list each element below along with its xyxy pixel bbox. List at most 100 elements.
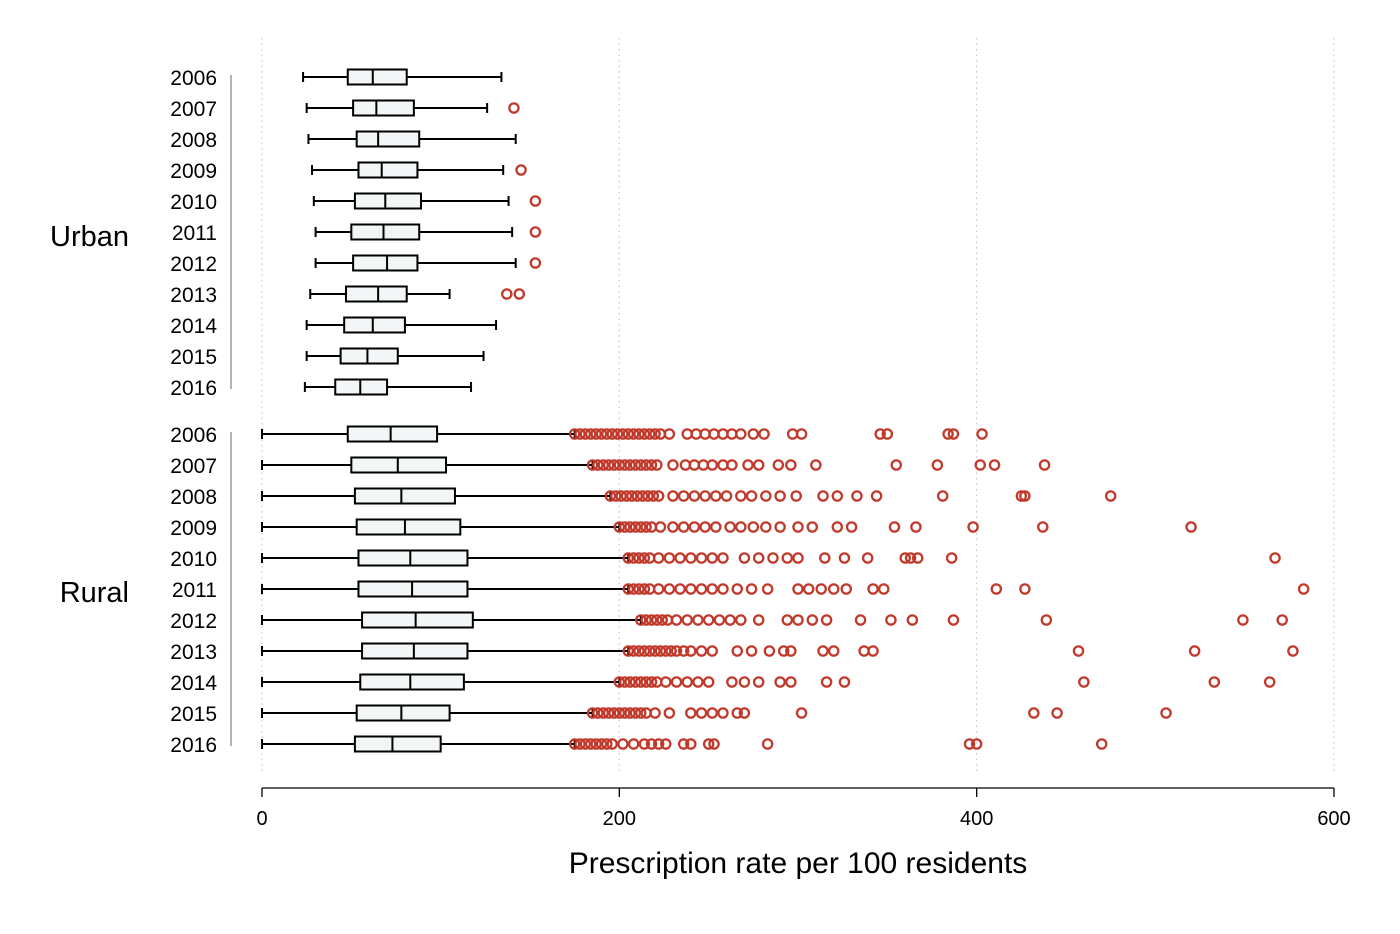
outlier-point — [713, 614, 726, 626]
outlier-point — [1028, 707, 1040, 719]
outlier-point — [595, 428, 608, 440]
outlier-point — [738, 552, 751, 564]
outlier-point — [651, 459, 663, 471]
outlier-point — [667, 459, 679, 471]
outlier-point — [735, 490, 747, 502]
outlier-point — [840, 583, 852, 595]
outlier-point — [831, 521, 844, 533]
outlier-point — [717, 552, 729, 564]
iqr-box — [357, 549, 469, 567]
outlier-point — [731, 583, 744, 595]
outlier-point — [752, 552, 765, 564]
year-label-rural-2011: 2011 — [172, 579, 217, 602]
outlier-point — [627, 428, 640, 440]
outlier-point — [685, 552, 697, 564]
iqr-box — [352, 99, 415, 117]
outlier-point — [636, 490, 649, 502]
outlier-point — [620, 490, 633, 502]
outlier-point — [624, 676, 636, 688]
outlier-point — [660, 738, 672, 750]
outlier-point — [815, 583, 827, 595]
outlier-point — [613, 707, 626, 719]
iqr-box — [353, 487, 456, 505]
outlier-point — [1038, 459, 1051, 471]
outlier-point — [720, 490, 733, 502]
outlier-point — [1276, 614, 1288, 626]
iqr-box — [361, 611, 474, 629]
outlier-point — [906, 614, 919, 626]
outlier-point — [1019, 490, 1031, 502]
outlier-point — [851, 490, 863, 502]
outlier-point — [586, 459, 599, 471]
box-urban-2015 — [305, 347, 485, 365]
outlier-point — [1287, 645, 1299, 657]
outlier-point — [618, 521, 631, 533]
outlier-point — [629, 676, 642, 688]
outlier-point — [529, 195, 542, 207]
box-rural-2011 — [261, 580, 630, 598]
outlier-point — [885, 614, 897, 626]
outlier-point — [651, 614, 663, 626]
outlier-point — [638, 645, 651, 657]
outlier-point — [685, 583, 697, 595]
outlier-point — [602, 707, 615, 719]
outlier-point — [692, 676, 704, 688]
outlier-point — [947, 614, 960, 626]
outlier-point — [631, 490, 643, 502]
outlier-point — [677, 490, 690, 502]
iqr-box — [352, 254, 419, 272]
outlier-point — [888, 521, 901, 533]
box-plots — [261, 68, 642, 753]
outlier-point — [890, 459, 903, 471]
outlier-point — [726, 676, 738, 688]
outlier-point — [597, 707, 610, 719]
outlier-point — [670, 645, 683, 657]
outlier-point — [717, 707, 729, 719]
outlier-point — [817, 645, 829, 657]
outlier-point — [1095, 738, 1108, 750]
outlier-point — [652, 552, 665, 564]
year-label-urban-2007: 2007 — [170, 98, 217, 121]
outlier-point — [731, 707, 744, 719]
outlier-point — [642, 490, 654, 502]
outlier-point — [613, 521, 626, 533]
outlier-point — [692, 614, 704, 626]
x-axis-title: Prescription rate per 100 residents — [569, 847, 1028, 880]
outlier-point — [726, 459, 738, 471]
outlier-point — [845, 521, 858, 533]
outlier-point — [590, 738, 602, 750]
outlier-point — [767, 552, 779, 564]
year-label-urban-2016: 2016 — [170, 377, 217, 400]
outlier-point — [795, 707, 808, 719]
outlier-point — [710, 490, 722, 502]
outlier-point — [622, 428, 635, 440]
box-rural-2008 — [261, 487, 612, 505]
outlier-point — [633, 583, 645, 595]
outlier-point — [752, 676, 765, 688]
outlier-point — [677, 738, 690, 750]
outlier-point — [806, 521, 819, 533]
outlier-point — [752, 614, 765, 626]
year-label-rural-2007: 2007 — [170, 455, 217, 478]
year-label-urban-2015: 2015 — [170, 346, 217, 369]
outlier-point — [633, 645, 645, 657]
outlier-point — [584, 738, 597, 750]
outlier-point — [785, 676, 797, 688]
outlier-point — [645, 676, 658, 688]
outlier-point — [758, 428, 770, 440]
outlier-point — [699, 521, 711, 533]
outlier-point — [745, 490, 758, 502]
outlier-point — [792, 583, 804, 595]
iqr-box — [346, 68, 408, 86]
outlier-point — [1237, 614, 1249, 626]
outlier-point — [622, 645, 635, 657]
outlier-point — [627, 552, 640, 564]
outlier-point — [874, 428, 886, 440]
x-tick-label-600: 600 — [1317, 808, 1350, 830]
outlier-point — [622, 583, 635, 595]
outlier-point — [606, 738, 618, 750]
outlier-point — [967, 521, 979, 533]
outlier-point — [649, 645, 661, 657]
outlier-point — [610, 490, 622, 502]
